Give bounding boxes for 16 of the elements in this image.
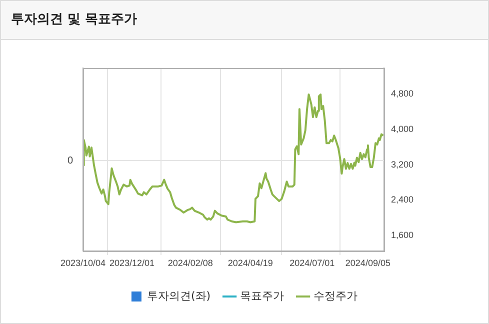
x-tick-label: 2024/09/05 — [345, 258, 390, 268]
y2-tick-label: 1,600 — [391, 230, 414, 240]
legend-label: 수정주가 — [314, 289, 358, 302]
text: 0 — [67, 155, 74, 166]
y2-tick-label: 3,200 — [391, 159, 414, 170]
x-tick-label: 2023/12/01 — [110, 258, 155, 268]
legend-label: 목표주가 — [240, 289, 284, 302]
y2-tick-label: 4,800 — [391, 88, 414, 99]
x-tick-label: 2024/04/19 — [228, 258, 273, 268]
x-tick-label: 2023/10/04 — [60, 258, 106, 268]
x-tick-label: 2024/02/08 — [168, 258, 213, 268]
x-tick-label: 2024/07/01 — [290, 258, 335, 268]
chart-title: 투자의견 및 목표주가 — [1, 1, 488, 40]
y2-tick-label: 2,400 — [391, 194, 414, 205]
y2-tick-label: 4,000 — [391, 124, 414, 134]
legend-label: 투자의견(좌) — [146, 289, 211, 302]
